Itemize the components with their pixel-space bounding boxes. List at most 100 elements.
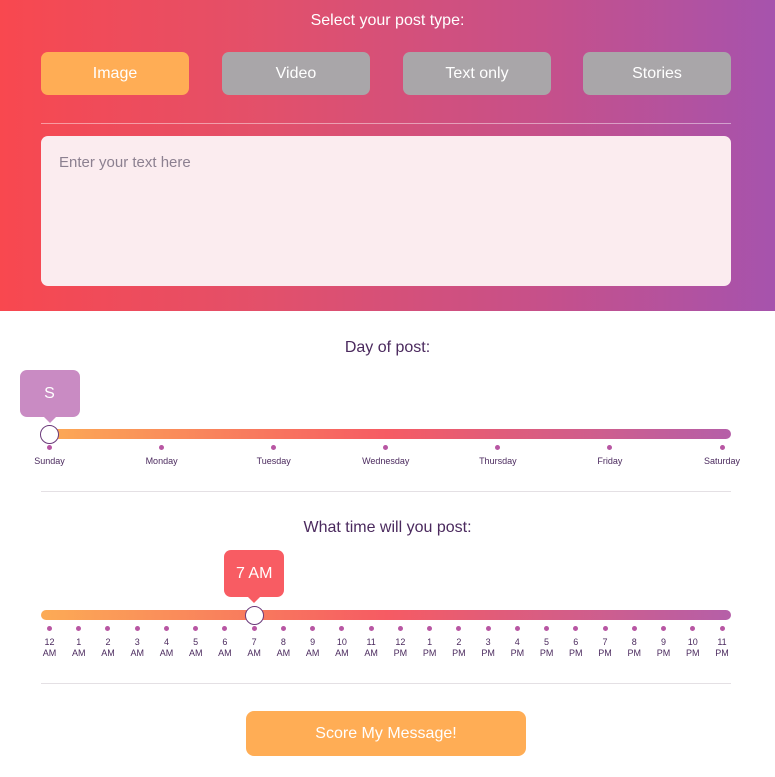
tick-hour: 9 <box>661 637 667 647</box>
tick-dot <box>397 626 403 631</box>
tick-period: AM <box>42 648 57 658</box>
tick-dot <box>222 626 228 631</box>
post-type-text-only-button[interactable]: Text only <box>403 52 551 95</box>
hero-divider <box>41 123 731 124</box>
tick-period: AM <box>218 648 232 658</box>
tick-period: PM <box>510 648 525 658</box>
tick-period: AM <box>159 648 174 658</box>
score-message-button[interactable]: Score My Message! <box>246 711 526 756</box>
tick-label: 11 PM <box>715 637 729 659</box>
tick-label: 12 AM <box>43 637 57 659</box>
tick-hour: 5 <box>193 637 199 647</box>
tick-hour: 11 <box>366 637 376 647</box>
day-slider-thumb[interactable] <box>40 424 59 444</box>
tick-label: 11 AM <box>364 637 378 659</box>
tick-period: PM <box>686 648 700 658</box>
day-value-label: S <box>44 384 55 402</box>
tick-label: Friday <box>597 456 623 466</box>
tick-label: 7 AM <box>247 637 261 659</box>
tick-label: 6 PM <box>569 637 583 659</box>
tick-period: PM <box>393 648 408 658</box>
tick-label: 2 AM <box>101 637 115 659</box>
tick-label: Wednesday <box>362 456 410 466</box>
time-value-bubble: 7 AM <box>224 550 285 603</box>
tick-hour: 3 <box>134 637 140 647</box>
section-divider <box>41 491 731 492</box>
day-slider-track[interactable] <box>41 429 731 439</box>
tick-hour: 6 <box>573 637 579 647</box>
tick-dot <box>661 626 667 631</box>
tick-period: PM <box>452 648 466 658</box>
tick-label: 7 PM <box>598 637 612 659</box>
tick-dot <box>251 626 257 631</box>
tick-hour: 8 <box>280 637 286 647</box>
tick-hour: 6 <box>222 637 228 647</box>
tick-label: 3 AM <box>130 637 144 659</box>
tick-period: AM <box>101 648 115 658</box>
tick-label: Saturday <box>703 456 741 466</box>
time-slider-thumb[interactable] <box>244 605 264 625</box>
tick-dot <box>456 626 462 631</box>
tick-dot <box>280 626 286 631</box>
tick-dot <box>383 445 389 450</box>
tick-dot <box>310 626 316 631</box>
tick-hour: 4 <box>163 637 169 647</box>
tick-label: 3 PM <box>481 637 495 659</box>
tick-dot <box>134 626 140 631</box>
post-type-video-button[interactable]: Video <box>222 52 370 95</box>
tick-label: Monday <box>145 456 178 466</box>
tick-dot <box>271 445 277 450</box>
tick-label: 6 AM <box>218 637 232 659</box>
tick-dot <box>339 626 345 631</box>
tick-period: PM <box>627 648 642 658</box>
tick-label: 4 PM <box>511 637 525 659</box>
tick-period: AM <box>335 648 349 658</box>
tick-hour: 5 <box>544 637 550 647</box>
post-type-image-button[interactable]: Image <box>41 52 189 95</box>
message-input[interactable] <box>41 136 731 286</box>
tick-dot <box>690 626 696 631</box>
hero-header: Select your post type: Image Video Text … <box>0 0 775 311</box>
tick-dot <box>719 445 725 450</box>
tick-label: 12 PM <box>394 637 408 659</box>
tick-period: PM <box>656 648 671 658</box>
tick-dot <box>573 626 579 631</box>
tick-dot <box>105 626 111 631</box>
tick-hour: 9 <box>310 637 316 647</box>
tick-hour: 2 <box>456 637 462 647</box>
tick-period: PM <box>539 648 554 658</box>
tick-label: 2 PM <box>452 637 466 659</box>
tick-dot <box>485 626 491 631</box>
tick-dot <box>607 445 613 450</box>
tick-period: AM <box>364 648 378 658</box>
tick-label: 5 PM <box>540 637 554 659</box>
tick-hour: 12 <box>395 637 406 647</box>
tick-period: AM <box>276 648 291 658</box>
tick-period: AM <box>305 648 320 658</box>
tick-label: 4 AM <box>160 637 174 659</box>
post-type-title: Select your post type: <box>310 12 465 29</box>
day-slider-title: Day of post: <box>344 339 431 356</box>
tick-dot <box>76 626 82 631</box>
post-type-stories-button[interactable]: Stories <box>583 52 731 95</box>
tick-hour: 7 <box>251 637 257 647</box>
tick-hour: 7 <box>602 637 608 647</box>
tick-hour: 12 <box>44 637 55 647</box>
tick-label: 5 AM <box>189 637 203 659</box>
tick-period: AM <box>188 648 203 658</box>
tick-dot <box>368 626 374 631</box>
tick-dot <box>159 445 165 450</box>
tick-label: 8 AM <box>277 637 291 659</box>
tick-hour: 10 <box>687 637 698 647</box>
tick-label: Sunday <box>34 456 65 466</box>
tick-hour: 1 <box>427 637 433 647</box>
tick-label: 10 AM <box>335 637 349 659</box>
tick-period: PM <box>715 648 729 658</box>
tick-dot <box>163 626 169 631</box>
tick-dot <box>544 626 550 631</box>
tick-label: 10 PM <box>686 637 700 659</box>
tick-period: AM <box>247 648 261 658</box>
tick-period: AM <box>71 648 86 658</box>
tick-dot <box>631 626 637 631</box>
time-slider-track[interactable] <box>41 610 731 620</box>
